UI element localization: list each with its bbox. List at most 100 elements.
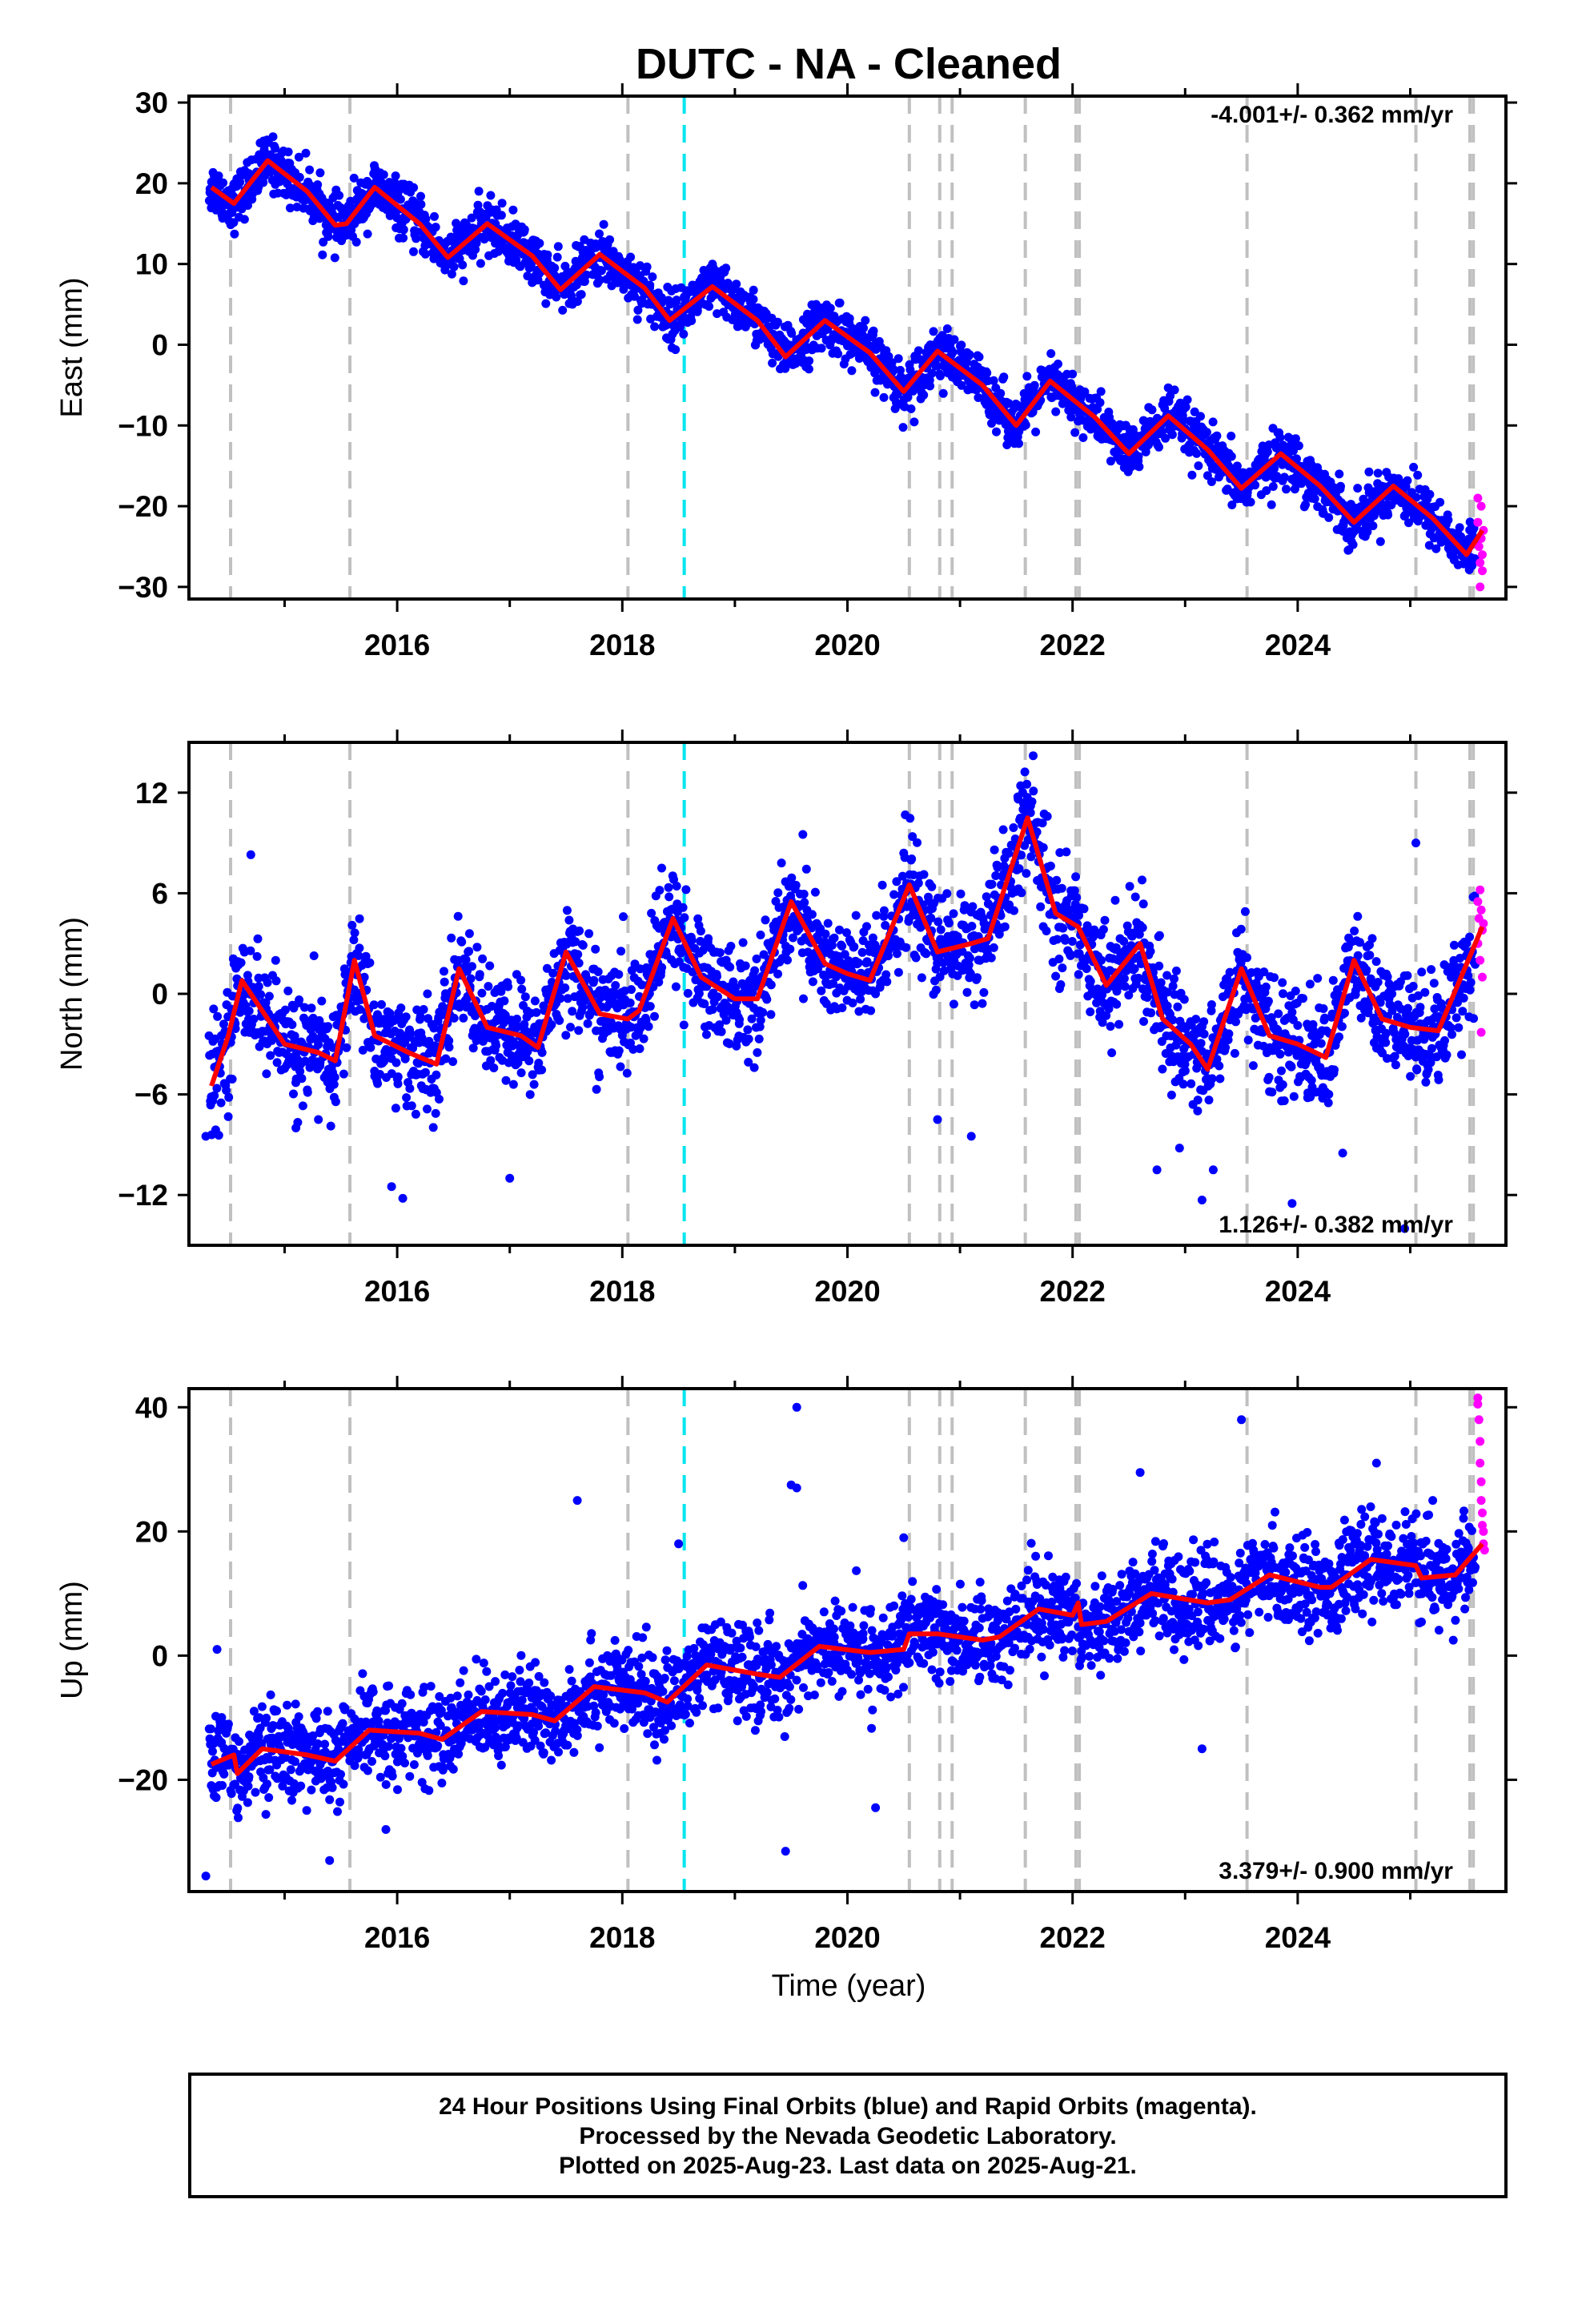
data-point <box>1031 427 1041 436</box>
data-point <box>355 914 364 923</box>
data-point <box>373 1079 383 1088</box>
data-point <box>440 967 448 976</box>
data-point <box>605 235 615 244</box>
data-point <box>1240 907 1250 916</box>
data-point <box>1102 1011 1111 1020</box>
data-point <box>428 1123 438 1132</box>
data-point <box>1156 978 1166 987</box>
data-point <box>571 937 580 947</box>
data-point <box>552 252 562 262</box>
data-point <box>1278 1080 1287 1089</box>
data-point <box>444 1036 454 1046</box>
data-point <box>1192 448 1202 458</box>
rapid-point <box>1476 582 1485 592</box>
data-point <box>365 958 375 967</box>
data-point <box>537 1065 547 1075</box>
y-tick-label: −20 <box>118 490 168 523</box>
data-point <box>1319 1004 1328 1013</box>
data-point <box>541 299 551 308</box>
data-point <box>1259 967 1269 977</box>
data-point <box>1134 930 1144 939</box>
data-point <box>532 1007 541 1017</box>
data-point <box>373 1010 382 1019</box>
data-point <box>657 963 667 972</box>
data-point <box>1022 372 1032 381</box>
data-point <box>351 237 361 247</box>
data-point <box>1335 469 1344 479</box>
data-point <box>848 998 857 1007</box>
data-point <box>355 1005 365 1014</box>
data-point <box>562 906 572 915</box>
data-point <box>464 947 474 956</box>
data-point <box>881 970 891 979</box>
data-point <box>616 1062 625 1072</box>
data-point <box>568 1007 577 1016</box>
data-point <box>1270 973 1279 983</box>
data-point <box>1134 462 1144 472</box>
data-point <box>989 376 998 385</box>
data-point <box>956 889 966 899</box>
data-point <box>1324 1090 1334 1099</box>
data-point <box>949 909 958 919</box>
data-point <box>412 1005 422 1015</box>
data-point <box>974 352 984 362</box>
data-point <box>933 361 942 371</box>
data-point <box>768 358 777 368</box>
data-point <box>700 999 709 1008</box>
data-point <box>1267 500 1276 509</box>
data-point <box>1146 1008 1156 1018</box>
data-point <box>1000 922 1010 931</box>
data-point <box>1207 1074 1217 1084</box>
data-point <box>619 284 628 294</box>
data-point <box>791 880 801 890</box>
data-point <box>672 882 681 891</box>
data-point <box>1310 494 1319 504</box>
data-point <box>315 168 325 178</box>
data-point <box>854 1007 864 1016</box>
data-point <box>1353 484 1363 493</box>
data-point <box>566 1023 575 1032</box>
data-point <box>313 180 323 190</box>
data-point <box>520 992 530 1002</box>
data-point <box>209 1004 219 1014</box>
data-point <box>1263 996 1273 1006</box>
data-point <box>927 368 937 378</box>
data-point <box>1270 464 1279 473</box>
data-point <box>1168 981 1178 991</box>
data-point <box>738 938 748 947</box>
data-point <box>530 996 540 1006</box>
data-point <box>1125 882 1134 891</box>
data-point <box>391 171 400 181</box>
data-point <box>1020 767 1030 777</box>
data-point <box>664 883 673 892</box>
data-point <box>761 915 770 925</box>
data-point <box>1194 461 1203 471</box>
data-point <box>467 213 476 223</box>
data-point <box>409 183 419 192</box>
data-point <box>611 981 620 990</box>
data-point <box>399 233 408 243</box>
data-point <box>390 178 400 187</box>
data-point <box>1146 947 1155 956</box>
data-point <box>889 890 899 899</box>
y-tick-label: −10 <box>118 409 168 442</box>
data-point <box>1054 955 1064 963</box>
data-point <box>1093 404 1102 414</box>
data-point <box>987 879 997 889</box>
data-point <box>671 982 681 991</box>
data-point <box>1468 561 1477 570</box>
data-point <box>1046 349 1056 358</box>
data-point <box>283 986 293 995</box>
data-point <box>817 986 826 995</box>
data-point <box>1289 1092 1299 1101</box>
data-point <box>461 955 471 964</box>
data-point <box>950 335 959 344</box>
data-point <box>366 1043 375 1052</box>
chart-title: DUTC - NA - Cleaned <box>636 40 1062 88</box>
data-point <box>361 951 371 961</box>
data-point <box>553 242 563 251</box>
data-point <box>543 250 552 259</box>
data-point <box>1224 1029 1234 1039</box>
